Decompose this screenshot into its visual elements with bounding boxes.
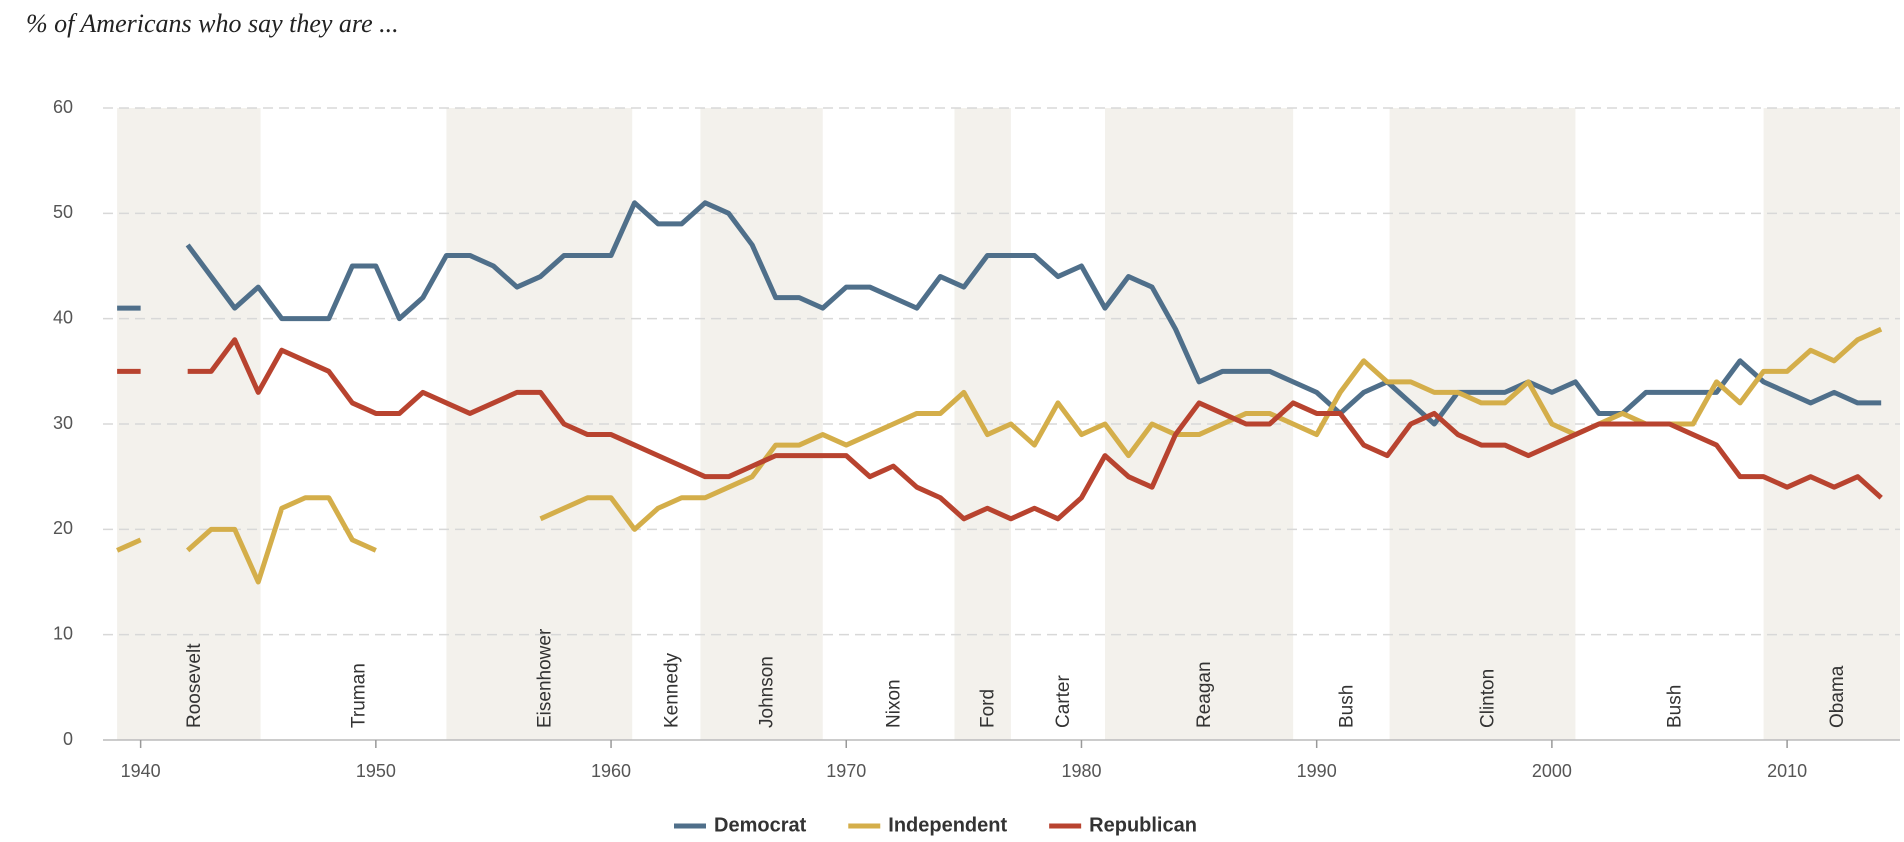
president-label: Ford xyxy=(978,689,999,728)
x-tick-label: 2010 xyxy=(1767,761,1807,781)
series-line xyxy=(117,200,1882,427)
series-line xyxy=(117,337,1883,522)
president-label: Truman xyxy=(349,663,370,728)
president-label: Bush xyxy=(1665,685,1686,728)
y-tick-label: 50 xyxy=(53,202,73,222)
y-tick-label: 0 xyxy=(63,729,73,749)
president-label: Eisenhower xyxy=(534,628,555,728)
chart-title: % of Americans who say they are ... xyxy=(26,9,399,38)
x-tick-label: 1960 xyxy=(591,761,631,781)
x-tick-label: 2000 xyxy=(1532,761,1572,781)
x-tick-label: 1950 xyxy=(356,761,396,781)
president-label: Obama xyxy=(1827,665,1848,728)
x-tick-label: 1980 xyxy=(1061,761,1101,781)
president-label: Carter xyxy=(1053,675,1074,728)
president-label: Nixon xyxy=(884,679,905,728)
y-tick-label: 10 xyxy=(53,623,73,643)
legend-label: Democrat xyxy=(714,814,807,836)
x-tick-label: 1940 xyxy=(121,761,161,781)
president-label: Roosevelt xyxy=(184,643,205,728)
president-label: Reagan xyxy=(1194,661,1215,728)
x-tick-label: 1990 xyxy=(1297,761,1337,781)
president-label: Johnson xyxy=(757,656,778,728)
y-tick-label: 20 xyxy=(53,518,73,538)
y-tick-label: 30 xyxy=(53,413,73,433)
president-label: Clinton xyxy=(1478,669,1499,728)
x-tick-label: 1970 xyxy=(826,761,866,781)
president-label: Bush xyxy=(1336,685,1357,728)
y-tick-label: 40 xyxy=(53,307,73,327)
legend-label: Independent xyxy=(888,814,1007,836)
president-label: Kennedy xyxy=(661,652,682,728)
legend-label: Republican xyxy=(1089,814,1197,836)
y-tick-label: 60 xyxy=(53,97,73,117)
